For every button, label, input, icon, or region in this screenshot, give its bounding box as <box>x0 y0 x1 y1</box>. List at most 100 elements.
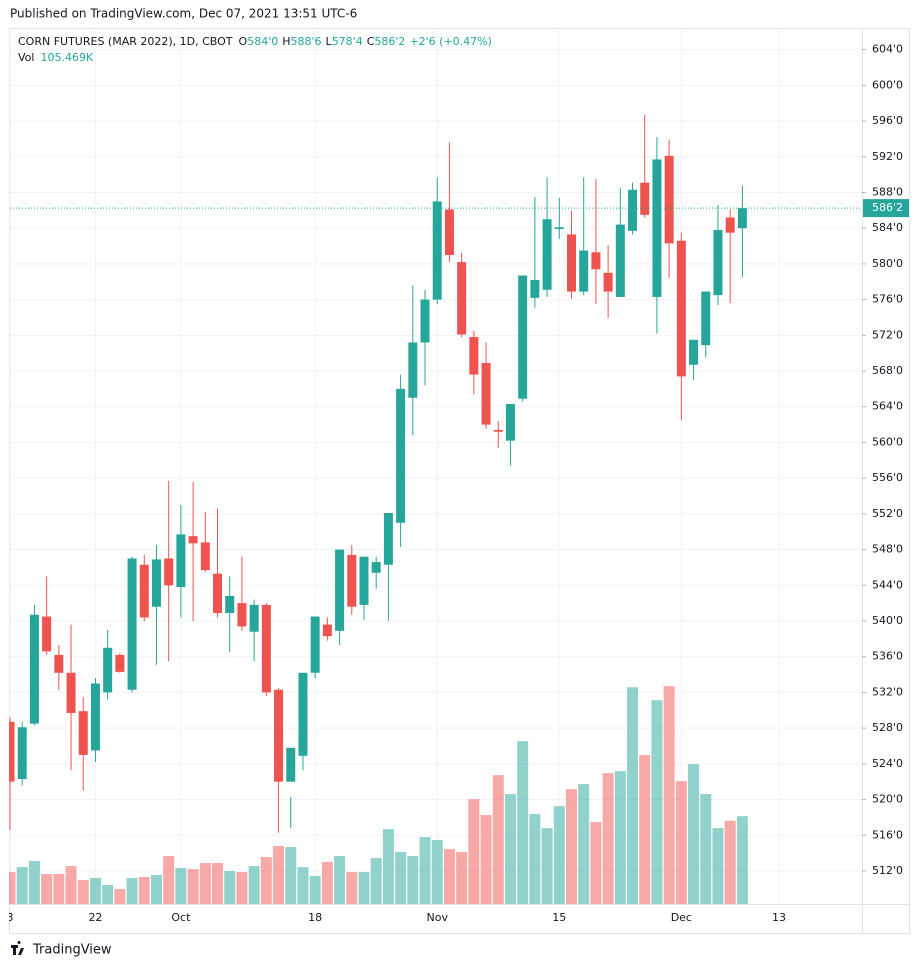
y-tick-label: 516'0 <box>872 828 903 841</box>
volume-bar <box>553 806 565 904</box>
candle-body <box>396 388 406 523</box>
volume-bar <box>236 872 248 904</box>
candle-body <box>237 603 247 627</box>
volume-bar <box>114 889 126 904</box>
volume-bar <box>602 773 614 904</box>
legend-value: 588'6 <box>291 35 322 48</box>
candle-body <box>42 616 52 652</box>
legend-value: 586'2 <box>374 35 405 48</box>
candle-body <box>481 362 491 425</box>
volume-bar <box>89 878 101 904</box>
volume-bar <box>16 867 28 904</box>
y-tick-label: 560'0 <box>872 435 903 448</box>
volume-bar <box>248 866 260 904</box>
y-tick-label: 532'0 <box>872 685 903 698</box>
volume-bar <box>724 820 736 904</box>
volume-bar <box>297 867 309 904</box>
volume-bar <box>675 781 687 904</box>
y-tick-label: 588'0 <box>872 185 903 198</box>
brand: TradingView <box>32 943 112 958</box>
candle-body <box>542 219 552 290</box>
y-tick-label: 528'0 <box>872 721 903 734</box>
candle-body <box>249 604 259 632</box>
candle-body <box>689 339 699 365</box>
y-tick-label: 596'0 <box>872 114 903 127</box>
volume-bar <box>187 869 199 904</box>
candle-body <box>408 342 418 398</box>
candle-body <box>676 240 686 377</box>
volume-bar <box>627 687 639 904</box>
candle-body <box>493 429 503 432</box>
candle-body <box>566 234 576 292</box>
y-tick-label: 544'0 <box>872 578 903 591</box>
y-tick-label: 556'0 <box>872 471 903 484</box>
volume-bar <box>382 829 394 904</box>
volume-bar <box>285 847 297 904</box>
candle-body <box>664 155 674 244</box>
legend: CORN FUTURES (MAR 2022), 1D, CBOT O584'0 H… <box>18 35 492 48</box>
x-tick-label: Nov <box>426 911 448 924</box>
y-tick-label: 568'0 <box>872 364 903 377</box>
candle-body <box>469 337 479 375</box>
y-tick-label: 600'0 <box>872 78 903 91</box>
volume-bar <box>199 863 211 904</box>
candle-body <box>603 272 613 292</box>
candle-body <box>347 554 357 607</box>
candle-body <box>359 556 369 605</box>
volume-legend: Vol 105.469K <box>18 51 94 64</box>
candle-body <box>335 549 345 631</box>
candle-body <box>640 182 650 215</box>
candle-body <box>213 573 223 613</box>
candle-body <box>164 558 174 586</box>
candle-body <box>591 252 601 270</box>
candle-body <box>505 404 515 441</box>
candle-body <box>261 604 271 693</box>
candle-body <box>615 224 625 297</box>
x-tick-label: 13 <box>772 911 786 924</box>
candle-body <box>225 596 235 613</box>
volume-bar <box>4 872 16 904</box>
volume-bar <box>28 861 40 904</box>
volume-bar <box>614 771 626 904</box>
legend-value: 578'4 <box>332 35 363 48</box>
candle-body <box>420 299 430 343</box>
volume-bar <box>77 880 89 904</box>
volume-bar <box>175 868 187 904</box>
volume-bar <box>321 862 333 904</box>
candle-body <box>432 201 442 300</box>
legend-key: H <box>282 35 290 48</box>
y-tick-label: 536'0 <box>872 650 903 663</box>
volume-bar <box>651 700 663 904</box>
candle-body <box>737 208 747 229</box>
volume-bar <box>517 741 529 904</box>
x-tick-label: Oct <box>171 911 191 924</box>
volume-bar <box>700 794 712 904</box>
candle-body <box>5 721 15 782</box>
candle-body <box>90 683 100 751</box>
candle-body <box>322 624 332 637</box>
volume-bar <box>53 874 65 904</box>
volume-bar <box>395 852 407 904</box>
last-price-label: 586'2 <box>872 201 903 214</box>
legend-key: C <box>367 35 375 48</box>
y-tick-label: 540'0 <box>872 614 903 627</box>
candle-body <box>383 512 393 565</box>
legend-key: O <box>239 35 248 48</box>
volume-bar <box>529 814 541 904</box>
candle-body <box>200 542 210 571</box>
volume-name: Vol <box>18 51 34 64</box>
y-tick-label: 524'0 <box>872 757 903 770</box>
candle-body <box>127 558 137 690</box>
volume-bar <box>260 857 272 904</box>
y-tick-label: 520'0 <box>872 793 903 806</box>
x-tick-label: 15 <box>552 911 566 924</box>
volume-bar <box>224 871 236 904</box>
volume-bar <box>712 828 724 904</box>
candle-body <box>78 711 88 755</box>
candle-body <box>151 559 161 607</box>
candle-body <box>103 647 113 693</box>
y-tick-label: 548'0 <box>872 543 903 556</box>
candle-body <box>713 229 723 296</box>
y-tick-label: 572'0 <box>872 328 903 341</box>
volume-bar <box>102 885 114 904</box>
